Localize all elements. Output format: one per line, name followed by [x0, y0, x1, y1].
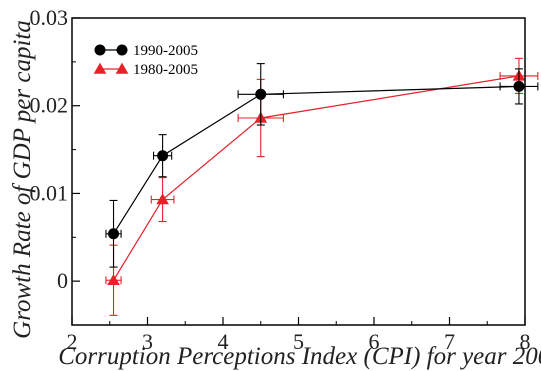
legend-marker — [116, 44, 128, 56]
data-point — [157, 150, 169, 162]
data-point — [255, 88, 267, 100]
y-axis-title: Growth Rate of GDP per capita — [9, 20, 36, 339]
data-point — [107, 273, 120, 286]
x-tick-label: 6 — [369, 329, 380, 354]
legend-marker — [94, 44, 106, 56]
legend-item: 1980-2005 — [93, 62, 198, 78]
legend-marker — [115, 62, 129, 74]
series-layer — [105, 57, 539, 316]
series-1990-2005 — [105, 63, 539, 268]
y-tick-label: 0 — [57, 268, 68, 293]
legend-item: 1990-2005 — [94, 43, 198, 59]
legend: 1990-2005 1980-2005 — [93, 43, 198, 78]
x-tick-label: 5 — [293, 329, 304, 354]
x-axis-title: Corruption Perceptions Index (CPI) for y… — [58, 343, 541, 370]
x-tick-label: 8 — [520, 329, 531, 354]
data-point — [156, 193, 169, 205]
legend-marker — [93, 62, 107, 74]
legend-label: 1990-2005 — [133, 43, 198, 59]
y-tick-label: 0.03 — [30, 5, 69, 30]
x-tick-label: 2 — [67, 329, 78, 354]
legend-label: 1980-2005 — [133, 62, 198, 78]
x-tick-label: 4 — [218, 329, 229, 354]
series-line — [113, 85, 519, 235]
y-tick-label: 0.02 — [30, 93, 69, 118]
ticks-layer: 2 3 4 5 6 7 8 0 0.01 0.02 0.03 — [30, 5, 531, 354]
y-tick-label: 0.01 — [30, 180, 69, 205]
data-point — [513, 80, 525, 92]
data-point — [108, 228, 120, 240]
x-tick-label: 7 — [444, 329, 455, 354]
series-line — [113, 75, 520, 281]
x-tick-label: 3 — [142, 329, 153, 354]
series-1980-2005 — [105, 57, 539, 316]
